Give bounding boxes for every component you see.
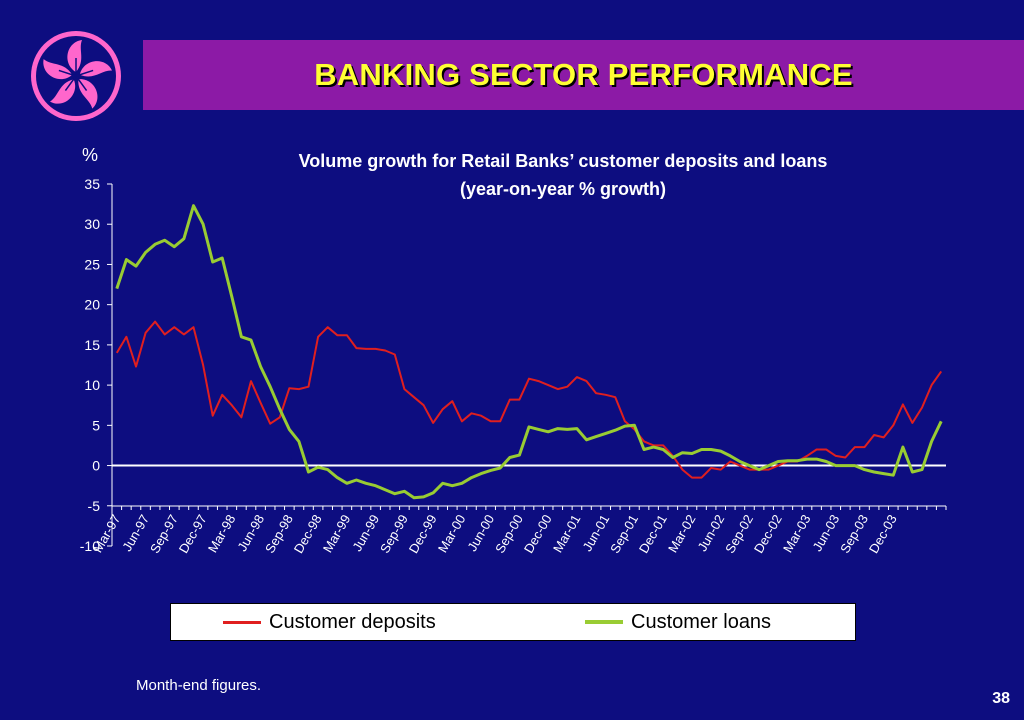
page-title: BANKING SECTOR PERFORMANCE	[314, 57, 853, 92]
legend-item-deposits: Customer deposits	[223, 611, 436, 634]
chart-subtitle: (year-on-year % growth)	[460, 179, 666, 199]
x-tick-label: Dec-98	[291, 512, 325, 556]
y-tick-label: 25	[84, 256, 100, 272]
series-line-loans	[115, 204, 943, 500]
bauhinia-flower-icon	[31, 31, 121, 121]
chart-legend: Customer deposits Customer loans	[170, 603, 856, 641]
x-tick-label: Dec-00	[521, 512, 555, 556]
legend-label-deposits: Customer deposits	[269, 610, 436, 633]
y-axis-label: %	[82, 145, 98, 165]
y-tick-labels: 35 30 25 20 15 10 5 0 -5 -10	[80, 176, 112, 554]
x-tick-label: Mar-01	[550, 512, 584, 555]
legend-label-loans: Customer loans	[631, 610, 772, 633]
page-number: 38	[992, 690, 1010, 707]
chart-axes	[111, 184, 947, 546]
x-tick-label: Dec-02	[751, 512, 785, 556]
x-tick-label: Mar-02	[665, 512, 699, 555]
chart-title: Volume growth for Retail Banks’ customer…	[299, 151, 828, 171]
y-tick-label: -10	[80, 538, 100, 554]
y-tick-label: 10	[84, 377, 100, 393]
y-tick-label: 35	[84, 176, 100, 192]
x-tick-label: Dec-01	[636, 512, 670, 556]
legend-swatch-loans	[585, 620, 623, 624]
legend-item-loans: Customer loans	[585, 611, 771, 634]
x-tick-label: Mar-99	[320, 512, 354, 555]
footnote: Month-end figures.	[136, 677, 262, 694]
y-tick-label: 0	[92, 458, 100, 474]
y-tick-label: 30	[84, 216, 100, 232]
series-line-deposits	[115, 320, 943, 479]
x-tick-label: Dec-99	[406, 512, 440, 556]
chart-series	[115, 204, 943, 500]
x-tick-label: Mar-00	[435, 512, 469, 555]
y-tick-label: -5	[88, 498, 101, 514]
x-tick-label: Mar-98	[205, 512, 239, 555]
y-tick-label: 5	[92, 417, 100, 433]
x-tick-label: Dec-03	[866, 512, 900, 556]
title-bar: BANKING SECTOR PERFORMANCE	[143, 40, 1024, 110]
legend-swatch-deposits	[223, 620, 261, 624]
x-tick-label: Mar-97	[90, 512, 124, 555]
y-tick-label: 20	[84, 297, 100, 313]
y-tick-label: 15	[84, 337, 100, 353]
x-tick-label: Dec-97	[176, 512, 210, 556]
x-tick-label: Mar-03	[780, 512, 814, 555]
x-tick-labels: Mar-97Jun-97Sep-97Dec-97Mar-98Jun-98Sep-…	[90, 512, 900, 556]
